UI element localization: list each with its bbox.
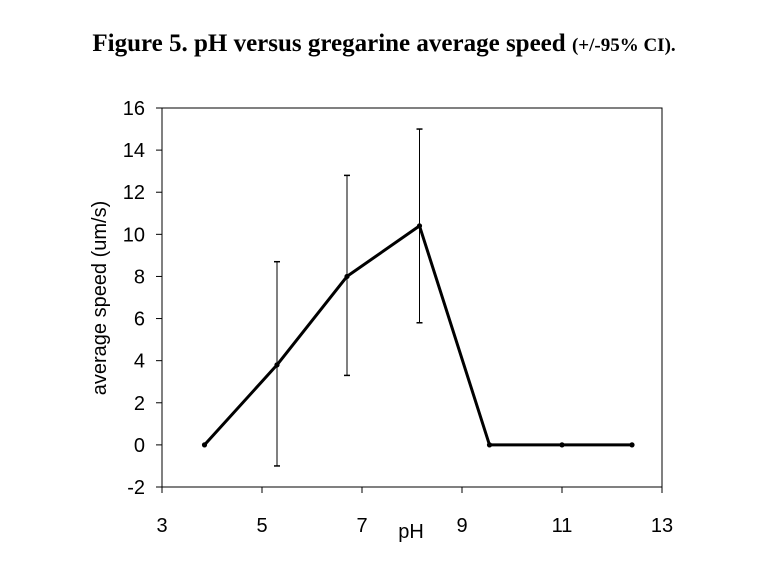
x-axis: 3 5 7 9 11 13 <box>156 487 673 537</box>
x-tick-label: 13 <box>651 515 673 537</box>
x-tick-label: 7 <box>356 515 367 537</box>
y-tick-label: 16 <box>123 98 145 120</box>
plot-area-frame <box>161 107 663 488</box>
data-point <box>344 273 350 280</box>
y-tick-label: 0 <box>134 435 145 457</box>
data-point <box>416 223 423 229</box>
data-points <box>201 223 635 448</box>
y-axis-label: average speed (um/s) <box>89 201 111 396</box>
y-tick-label: 12 <box>123 182 145 204</box>
chart-title-main: Figure 5. pH versus gregarine average sp… <box>92 30 566 57</box>
x-axis-label: pH <box>398 521 424 543</box>
data-point <box>274 362 280 368</box>
chart-title: Figure 5. pH versus gregarine average sp… <box>0 30 768 58</box>
data-point <box>559 442 565 448</box>
x-tick-label: 3 <box>156 515 167 537</box>
x-tick-label: 9 <box>456 515 467 537</box>
y-tick-label: 8 <box>134 266 145 288</box>
y-tick-label: 14 <box>123 140 145 162</box>
y-tick-label: -2 <box>127 477 145 499</box>
y-tick-label: 6 <box>134 309 145 331</box>
chart-title-suffix: (+/-95% CI). <box>571 35 676 56</box>
y-tick-label: 2 <box>134 393 145 415</box>
data-point <box>201 442 208 448</box>
data-point <box>629 442 635 448</box>
data-point <box>486 442 493 448</box>
series-line <box>203 224 632 447</box>
x-tick-label: 11 <box>552 515 573 537</box>
error-bars <box>274 128 423 467</box>
x-tick-label: 5 <box>256 515 267 537</box>
y-axis: -2 0 2 4 6 8 10 12 14 16 <box>123 98 162 499</box>
y-tick-label: 10 <box>123 224 145 246</box>
y-tick-label: 4 <box>134 351 145 373</box>
